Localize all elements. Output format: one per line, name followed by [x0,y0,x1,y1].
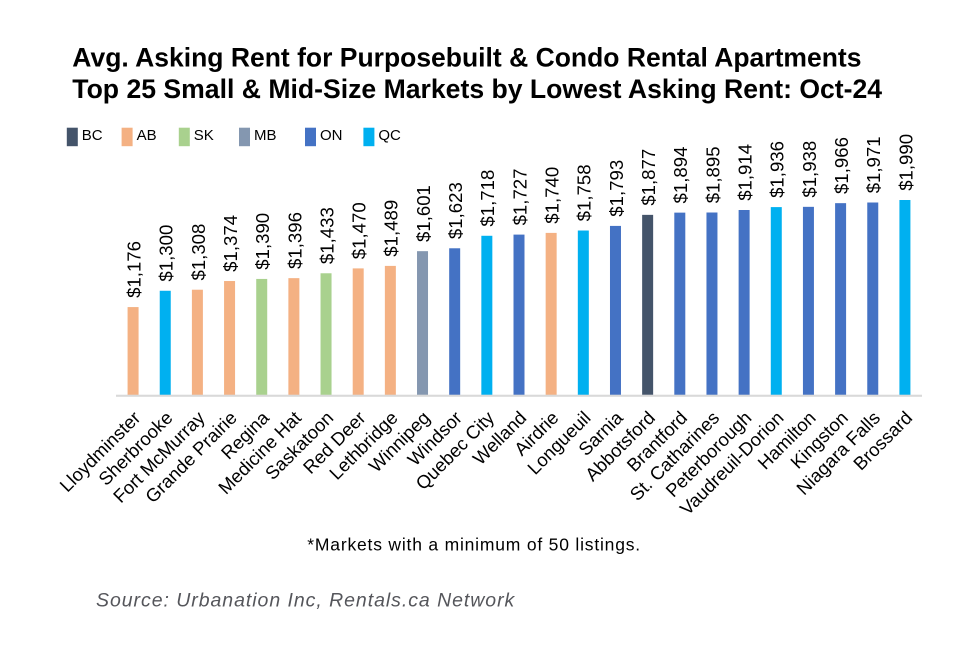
svg-text:$1,489: $1,489 [381,200,402,257]
svg-text:$1,601: $1,601 [413,185,434,242]
svg-text:SK: SK [194,127,214,144]
svg-text:AB: AB [137,127,157,144]
svg-text:$1,374: $1,374 [220,215,241,272]
svg-text:$1,433: $1,433 [316,207,337,264]
svg-text:MB: MB [254,127,277,144]
svg-text:$1,894: $1,894 [670,147,691,204]
svg-text:$1,300: $1,300 [156,225,177,282]
svg-text:$1,727: $1,727 [509,169,530,226]
svg-text:Top 25 Small & Mid-Size Market: Top 25 Small & Mid-Size Markets by Lowes… [72,74,882,104]
svg-text:$1,470: $1,470 [349,202,370,259]
svg-text:$1,877: $1,877 [638,149,659,206]
svg-text:$1,176: $1,176 [123,241,144,298]
svg-text:$1,793: $1,793 [606,160,627,217]
svg-text:$1,936: $1,936 [767,141,788,198]
svg-text:$1,758: $1,758 [574,164,595,221]
svg-text:$1,938: $1,938 [799,141,820,198]
svg-text:Source: Urbanation Inc, Rental: Source: Urbanation Inc, Rentals.ca Netwo… [96,590,516,612]
svg-text:$1,895: $1,895 [702,146,723,203]
svg-text:$1,966: $1,966 [831,137,852,194]
svg-text:$1,740: $1,740 [542,167,563,224]
svg-text:$1,308: $1,308 [188,224,209,281]
svg-text:Avg. Asking Rent for Purposebu: Avg. Asking Rent for Purposebuilt & Cond… [72,43,861,73]
svg-text:*Markets with a minimum of 50: *Markets with a minimum of 50 listings. [307,535,641,555]
svg-text:$1,396: $1,396 [284,212,305,269]
svg-text:$1,718: $1,718 [477,170,498,227]
svg-text:ON: ON [320,127,343,144]
svg-text:$1,623: $1,623 [445,182,466,239]
svg-text:QC: QC [378,127,401,144]
svg-text:$1,971: $1,971 [863,136,884,193]
svg-text:$1,390: $1,390 [252,213,273,270]
svg-text:BC: BC [82,127,103,144]
svg-text:$1,914: $1,914 [735,144,756,201]
svg-text:$1,990: $1,990 [895,134,916,191]
